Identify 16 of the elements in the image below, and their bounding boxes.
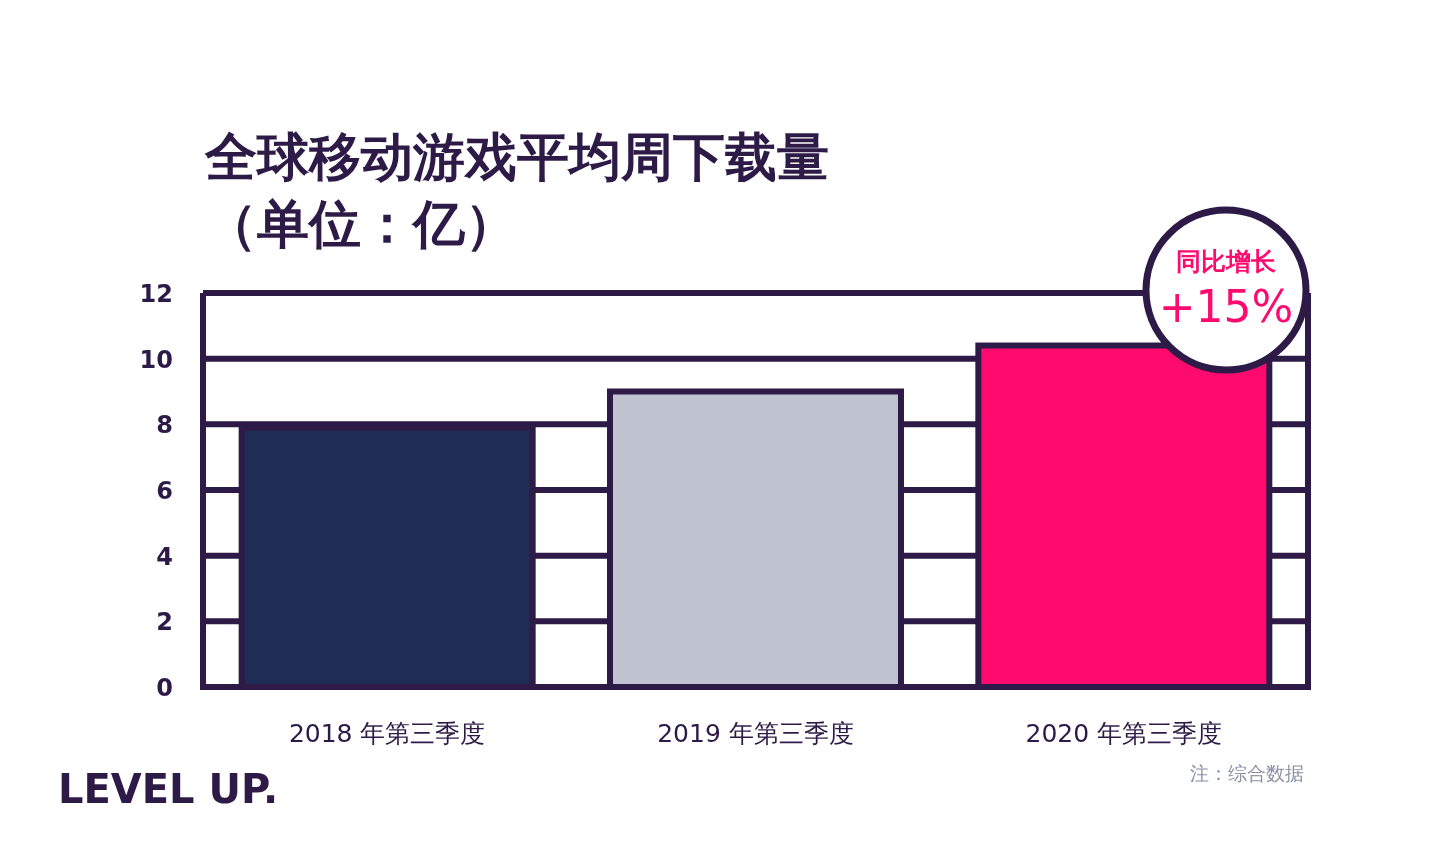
x-tick-label: 2019 年第三季度 bbox=[657, 719, 854, 748]
y-tick-label: 8 bbox=[156, 411, 173, 440]
text: 注：综合数据 bbox=[1190, 762, 1304, 784]
y-tick-label: 12 bbox=[139, 280, 173, 308]
y-tick-label: 6 bbox=[156, 477, 173, 505]
text: 同比增长 bbox=[1176, 247, 1276, 276]
y-tick-label: 10 bbox=[139, 345, 173, 374]
y-tick-label: 2 bbox=[156, 608, 173, 637]
x-tick-label: 2018 年第三季度 bbox=[288, 719, 486, 748]
chart-subtitle: （单位：亿） bbox=[205, 194, 517, 254]
y-tick-label: 4 bbox=[156, 542, 173, 571]
x-tick-label: 2020 年第三季度 bbox=[1025, 719, 1223, 748]
y-tick-label: 0 bbox=[156, 674, 173, 702]
annotation: +15% bbox=[1158, 281, 1294, 332]
text: LEVEL UP. bbox=[58, 766, 279, 812]
chart-title: 全球移动游戏平均周下载量 bbox=[204, 127, 829, 187]
